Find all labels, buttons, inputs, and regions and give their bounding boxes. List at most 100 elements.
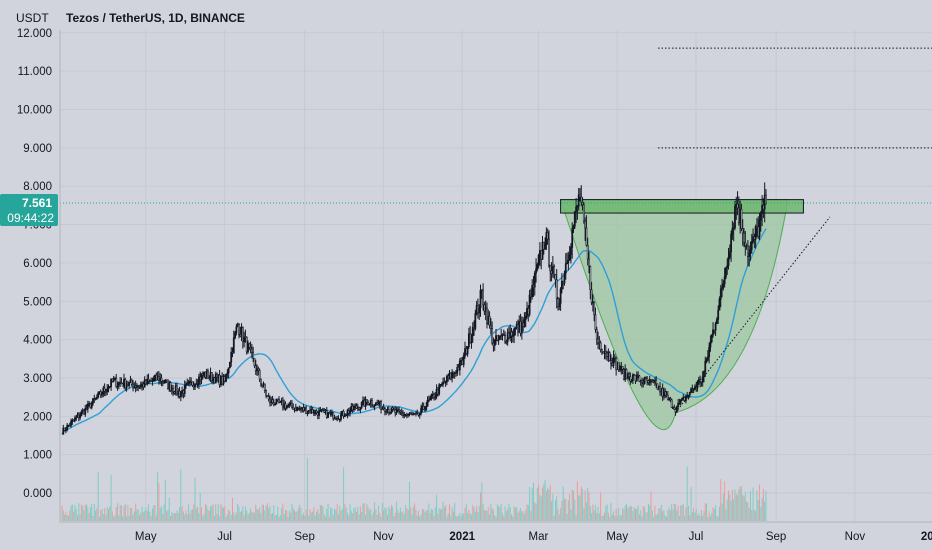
- candle-body: [297, 406, 300, 409]
- volume-bar: [340, 511, 342, 521]
- volume-bar: [215, 504, 217, 521]
- candle-body: [557, 298, 559, 307]
- volume-bar: [726, 499, 728, 521]
- x-tick-label: Nov: [845, 531, 866, 543]
- volume-bar: [167, 509, 169, 521]
- volume-bar: [583, 508, 585, 521]
- candle-body: [595, 329, 598, 340]
- candle-body: [741, 228, 744, 234]
- candle-body: [161, 381, 164, 383]
- candle-body: [612, 356, 615, 366]
- candle-body: [567, 260, 570, 264]
- volume-bar: [108, 509, 110, 521]
- volume-bar: [740, 486, 742, 521]
- volume-bar: [62, 510, 64, 521]
- volume-bar: [529, 487, 531, 521]
- volume-bar: [118, 515, 120, 521]
- candle-body: [537, 254, 540, 265]
- candle-body: [677, 402, 680, 407]
- volume-bar: [540, 496, 542, 521]
- volume-bar: [575, 515, 577, 521]
- volume-bar: [547, 487, 549, 521]
- candle-body: [629, 376, 632, 382]
- volume-bar: [253, 512, 255, 521]
- candle-body: [70, 421, 72, 426]
- volume-bar: [584, 490, 586, 521]
- volume-bar: [481, 482, 483, 521]
- volume-bar: [492, 509, 494, 521]
- volume-bar: [509, 507, 511, 521]
- candle-body: [248, 343, 251, 348]
- candle-body: [670, 399, 673, 408]
- candle-body: [196, 383, 199, 386]
- candle-body: [590, 289, 593, 303]
- volume-bar: [637, 505, 639, 521]
- candle-body: [568, 254, 571, 261]
- candle-body: [705, 359, 708, 362]
- volume-bar: [708, 511, 710, 521]
- candle-body: [238, 323, 240, 335]
- candle-body: [271, 399, 274, 403]
- candle-body: [474, 313, 477, 329]
- volume-bar: [480, 492, 482, 521]
- candle-body: [470, 335, 473, 343]
- volume-bar: [88, 512, 90, 521]
- volume-bar: [368, 510, 370, 521]
- volume-bar: [686, 466, 688, 521]
- candle-body: [342, 410, 345, 417]
- volume-bar: [764, 501, 766, 521]
- volume-bar: [166, 511, 168, 521]
- candle-body: [390, 407, 393, 413]
- candle-body: [560, 280, 563, 290]
- volume-bar: [465, 504, 467, 521]
- candle-body: [272, 402, 275, 406]
- candle-body: [349, 410, 351, 414]
- volume-bar: [246, 510, 248, 521]
- volume-bar: [416, 515, 418, 521]
- volume-bar: [587, 487, 589, 521]
- volume-bar: [739, 486, 741, 521]
- volume-bar: [709, 516, 711, 521]
- volume-bar: [728, 490, 730, 521]
- candle-body: [681, 398, 683, 401]
- candle-body: [306, 411, 309, 414]
- candle-body: [734, 205, 736, 229]
- candle-body: [643, 377, 646, 384]
- volume-bar: [241, 510, 243, 521]
- chart-title: Tezos / TetherUS, 1D, BINANCE: [66, 11, 245, 25]
- candle-body: [482, 289, 484, 306]
- candle-body: [125, 384, 128, 389]
- volume-bar: [489, 514, 491, 521]
- volume-bar: [495, 516, 497, 521]
- volume-bar: [105, 514, 107, 521]
- candle-body: [147, 378, 150, 382]
- volume-bar: [673, 503, 675, 521]
- volume-bar: [206, 505, 208, 521]
- volume-bar: [74, 504, 76, 521]
- volume-bar: [571, 489, 573, 521]
- candle-body: [382, 407, 385, 410]
- volume-bar: [144, 510, 146, 521]
- candle-body: [198, 376, 200, 385]
- volume-bar: [543, 484, 545, 521]
- candle-body: [563, 272, 566, 284]
- volume-bar: [615, 508, 617, 521]
- volume-bar: [449, 504, 451, 521]
- volume-bar: [433, 515, 435, 521]
- volume-bar: [211, 506, 213, 521]
- volume-bar: [737, 495, 739, 521]
- volume-bar: [545, 490, 547, 521]
- volume-bar: [111, 511, 113, 521]
- volume-bar: [446, 516, 448, 521]
- volume-bar: [374, 502, 376, 521]
- volume-bar: [494, 515, 496, 521]
- volume-bar: [290, 512, 292, 521]
- volume-bar: [323, 514, 325, 521]
- volume-bar: [115, 506, 117, 521]
- volume-bar: [110, 474, 112, 521]
- volume-bar: [706, 503, 708, 521]
- volume-bar: [476, 505, 478, 521]
- candle-body: [709, 341, 712, 348]
- volume-bar: [256, 508, 258, 521]
